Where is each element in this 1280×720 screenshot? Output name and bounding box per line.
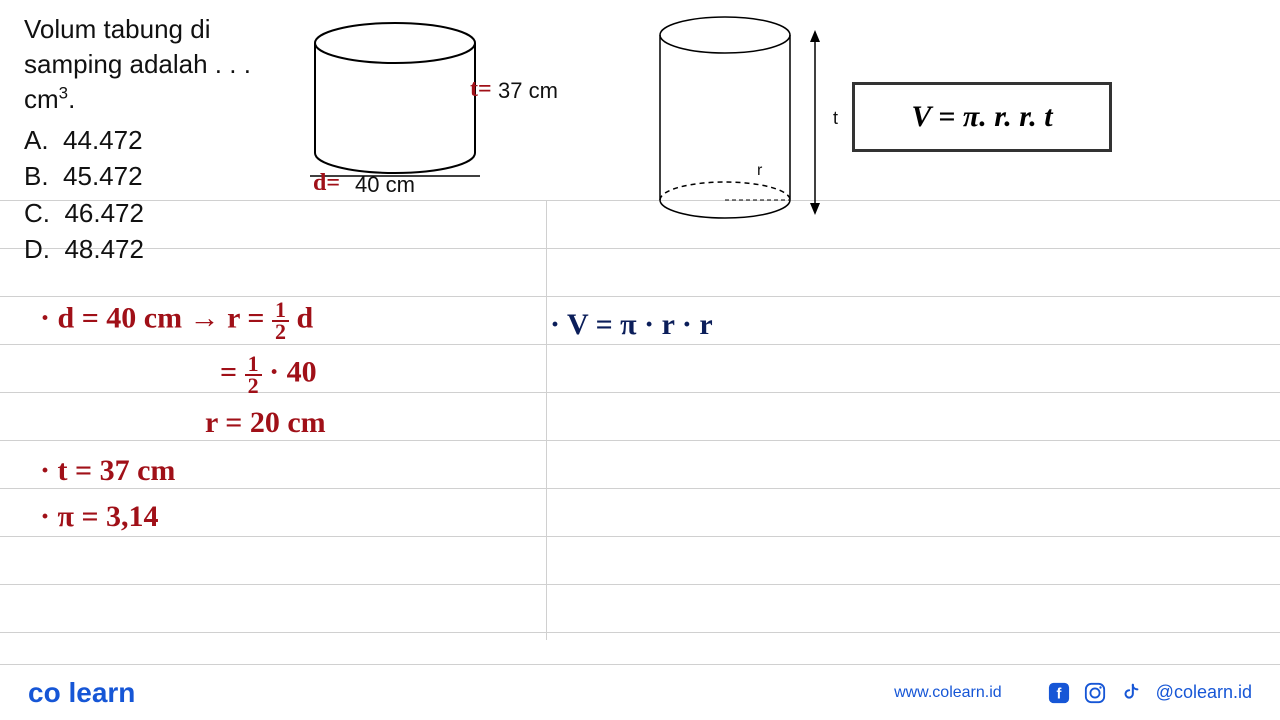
hw-eq-line: = 1 2 · 40	[220, 354, 317, 396]
footer-url: www.colearn.id	[894, 684, 1002, 702]
volume-formula-box: V = π. r. r. t	[852, 82, 1112, 152]
cylinder1-diameter: 40 cm	[355, 172, 415, 198]
tiktok-icon	[1120, 682, 1142, 704]
option-a: A. 44.472	[24, 122, 144, 158]
hw-d-line: · d = 40 cm → r = 1 2 d	[40, 300, 313, 342]
option-d: D. 48.472	[24, 231, 144, 267]
question-text: Volum tabung di samping adalah . . . cm3…	[24, 12, 251, 117]
question-line2: samping adalah . . .	[24, 49, 251, 79]
fraction-half-2: 1 2	[245, 354, 262, 396]
cylinder1-height: 37 cm	[498, 78, 558, 104]
cylinder-reference-icon	[650, 10, 850, 240]
cylinder-question-icon	[310, 18, 570, 208]
footer-right: www.colearn.id f @colearn.id	[894, 682, 1252, 704]
facebook-icon: f	[1048, 682, 1070, 704]
footer: co learn www.colearn.id f @colearn.id	[0, 664, 1280, 720]
cylinder2-t-label: t	[833, 108, 838, 129]
hw-t-line: · t = 37 cm	[40, 454, 175, 488]
cylinder2-r-label: r	[757, 162, 762, 180]
option-b: B. 45.472	[24, 158, 144, 194]
brand-logo: co learn	[28, 677, 135, 709]
cylinder1-t-label: t=	[470, 76, 492, 103]
instagram-icon	[1084, 682, 1106, 704]
question-line1: Volum tabung di	[24, 14, 210, 44]
option-c: C. 46.472	[24, 195, 144, 231]
hw-pi-line: · π = 3,14	[40, 500, 159, 534]
hw-r-line: r = 20 cm	[205, 406, 326, 440]
answer-options: A. 44.472 B. 45.472 C. 46.472 D. 48.472	[24, 122, 144, 268]
footer-handle: @colearn.id	[1156, 682, 1252, 703]
volume-formula-text: V = π. r. r. t	[911, 100, 1052, 134]
svg-text:f: f	[1056, 686, 1061, 702]
fraction-half-1: 1 2	[272, 300, 289, 342]
cylinder1-d-label: d=	[313, 170, 340, 197]
vertical-divider	[546, 200, 547, 640]
question-line3: cm3.	[24, 84, 75, 114]
hw-v-line: · V = π · r · r	[550, 308, 713, 342]
